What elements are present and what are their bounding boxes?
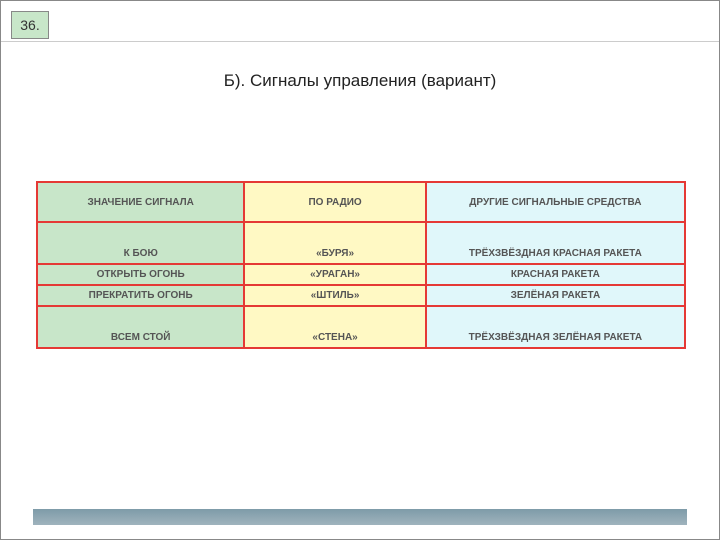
top-divider [1, 41, 719, 42]
table-cell: К БОЮ [37, 222, 244, 264]
table-cell: «ШТИЛЬ» [244, 285, 425, 306]
header-cell: ДРУГИЕ СИГНАЛЬНЫЕ СРЕДСТВА [426, 182, 685, 222]
table-cell: ПРЕКРАТИТЬ ОГОНЬ [37, 285, 244, 306]
table-cell: ТРЁХЗВЁЗДНАЯ ЗЕЛЁНАЯ РАКЕТА [426, 306, 685, 348]
table-cell: «УРАГАН» [244, 264, 425, 285]
header-cell: ЗНАЧЕНИЕ СИГНАЛА [37, 182, 244, 222]
table-cell: «СТЕНА» [244, 306, 425, 348]
page-number-badge: 36. [11, 11, 49, 39]
table-row: К БОЮ «БУРЯ» ТРЁХЗВЁЗДНАЯ КРАСНАЯ РАКЕТА [37, 222, 685, 264]
signals-table-wrap: ЗНАЧЕНИЕ СИГНАЛА ПО РАДИО ДРУГИЕ СИГНАЛЬ… [36, 181, 686, 349]
table-cell: КРАСНАЯ РАКЕТА [426, 264, 685, 285]
signals-table: ЗНАЧЕНИЕ СИГНАЛА ПО РАДИО ДРУГИЕ СИГНАЛЬ… [36, 181, 686, 349]
table-cell: «БУРЯ» [244, 222, 425, 264]
table-row: ВСЕМ СТОЙ «СТЕНА» ТРЁХЗВЁЗДНАЯ ЗЕЛЁНАЯ Р… [37, 306, 685, 348]
table-cell: ТРЁХЗВЁЗДНАЯ КРАСНАЯ РАКЕТА [426, 222, 685, 264]
table-cell: ОТКРЫТЬ ОГОНЬ [37, 264, 244, 285]
table-row: ОТКРЫТЬ ОГОНЬ «УРАГАН» КРАСНАЯ РАКЕТА [37, 264, 685, 285]
table-row: ПРЕКРАТИТЬ ОГОНЬ «ШТИЛЬ» ЗЕЛЁНАЯ РАКЕТА [37, 285, 685, 306]
bottom-bar [33, 509, 687, 525]
slide-container: 36. Б). Сигналы управления (вариант) ЗНА… [0, 0, 720, 540]
table-cell: ЗЕЛЁНАЯ РАКЕТА [426, 285, 685, 306]
table-cell: ВСЕМ СТОЙ [37, 306, 244, 348]
slide-title: Б). Сигналы управления (вариант) [1, 71, 719, 91]
table-header-row: ЗНАЧЕНИЕ СИГНАЛА ПО РАДИО ДРУГИЕ СИГНАЛЬ… [37, 182, 685, 222]
header-cell: ПО РАДИО [244, 182, 425, 222]
